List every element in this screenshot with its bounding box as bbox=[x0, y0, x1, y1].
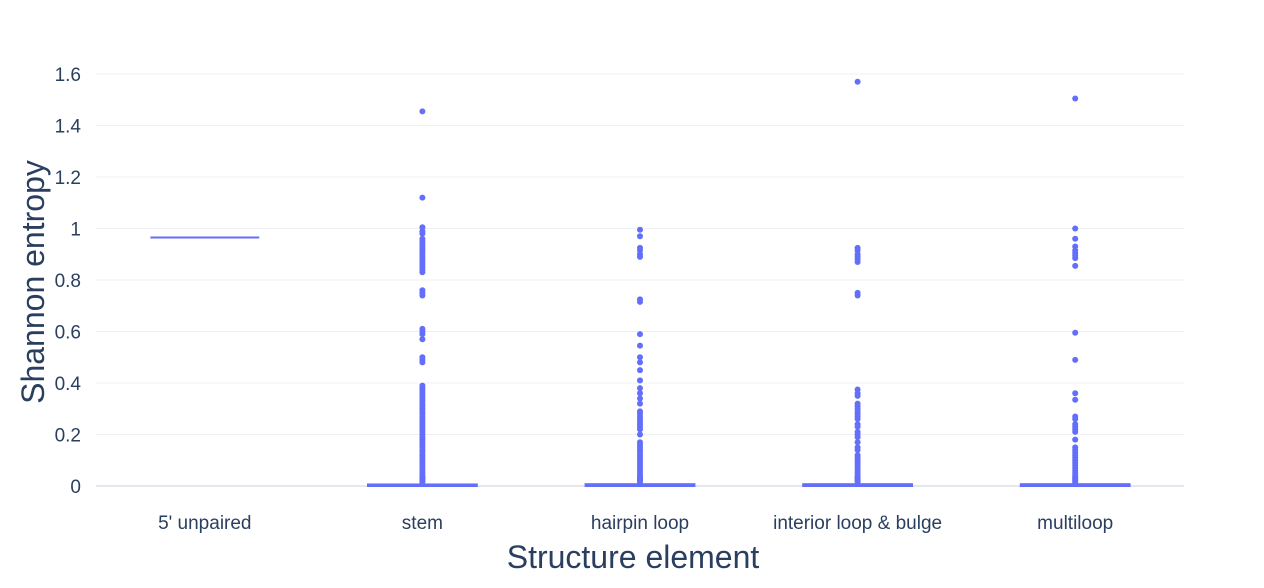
outlier-point bbox=[854, 78, 861, 85]
y-tick-label: 0.4 bbox=[55, 374, 82, 395]
y-tick-label: 0 bbox=[70, 477, 81, 498]
outlier-point bbox=[637, 400, 643, 407]
outlier-point bbox=[637, 479, 643, 486]
outlier-point bbox=[854, 423, 861, 430]
outlier-point bbox=[1072, 390, 1079, 397]
outlier-point bbox=[854, 416, 861, 423]
outlier-point bbox=[1072, 235, 1079, 242]
outlier-point bbox=[854, 292, 861, 299]
x-tick-label: interior loop & bulge bbox=[773, 513, 942, 534]
outlier-point bbox=[1072, 396, 1079, 403]
outlier-point bbox=[419, 269, 426, 276]
outlier-point bbox=[637, 395, 643, 402]
outlier-point bbox=[854, 479, 861, 486]
outlier-point bbox=[854, 434, 861, 441]
y-tick-label: 0.8 bbox=[55, 271, 81, 292]
x-tick-label: stem bbox=[402, 513, 443, 534]
outlier-point bbox=[637, 377, 643, 384]
outlier-point bbox=[1072, 95, 1079, 102]
outlier-point bbox=[637, 390, 643, 397]
outlier-point bbox=[1072, 428, 1079, 435]
y-tick-label: 1.6 bbox=[55, 65, 81, 86]
outlier-point bbox=[1072, 436, 1079, 443]
outlier-point bbox=[637, 431, 643, 438]
outlier-point bbox=[1072, 416, 1079, 423]
outlier-point bbox=[854, 439, 861, 446]
outlier-points bbox=[419, 78, 1079, 486]
outlier-point bbox=[637, 359, 643, 366]
outlier-point bbox=[637, 385, 643, 392]
y-axis-title: Shannon entropy bbox=[15, 160, 51, 404]
outlier-point bbox=[1072, 329, 1079, 336]
y-tick-label: 0.2 bbox=[55, 426, 81, 447]
outlier-point bbox=[419, 108, 426, 115]
x-tick-label: hairpin loop bbox=[591, 513, 689, 534]
outlier-point bbox=[854, 392, 861, 399]
y-tick-label: 0.6 bbox=[55, 323, 81, 344]
outlier-point bbox=[1072, 255, 1079, 262]
outlier-point bbox=[1072, 356, 1079, 363]
outlier-point bbox=[419, 292, 426, 299]
outlier-point bbox=[1072, 262, 1079, 269]
y-tick-label: 1 bbox=[70, 220, 81, 241]
outlier-point bbox=[419, 331, 426, 338]
outlier-point bbox=[637, 233, 643, 240]
y-tick-label: 1.4 bbox=[55, 117, 82, 138]
outlier-point bbox=[419, 359, 426, 366]
outlier-point bbox=[637, 426, 643, 433]
y-tick-label: 1.2 bbox=[55, 168, 81, 189]
x-tick-labels: 5' unpaired stem hairpin loop interior loop… bbox=[158, 513, 1113, 534]
outlier-point bbox=[637, 367, 643, 374]
outlier-point bbox=[637, 298, 643, 305]
x-tick-label: multiloop bbox=[1037, 513, 1113, 534]
outlier-point bbox=[637, 226, 643, 233]
outlier-point bbox=[1072, 225, 1079, 232]
outlier-point bbox=[854, 258, 861, 265]
outlier-point bbox=[854, 446, 861, 453]
outlier-point bbox=[637, 253, 643, 260]
x-axis-title: Structure element bbox=[507, 539, 760, 575]
outlier-point bbox=[419, 194, 426, 201]
outlier-point bbox=[419, 479, 426, 486]
outlier-point bbox=[637, 342, 643, 349]
outlier-point bbox=[637, 354, 643, 361]
y-tick-labels: 0 0.2 0.4 0.6 0.8 1 1.2 1.4 1.6 bbox=[55, 65, 82, 498]
outlier-point bbox=[419, 230, 426, 237]
outlier-point bbox=[637, 331, 643, 338]
outlier-point bbox=[419, 336, 426, 343]
x-tick-label: 5' unpaired bbox=[158, 513, 251, 534]
outlier-point bbox=[1072, 479, 1079, 486]
